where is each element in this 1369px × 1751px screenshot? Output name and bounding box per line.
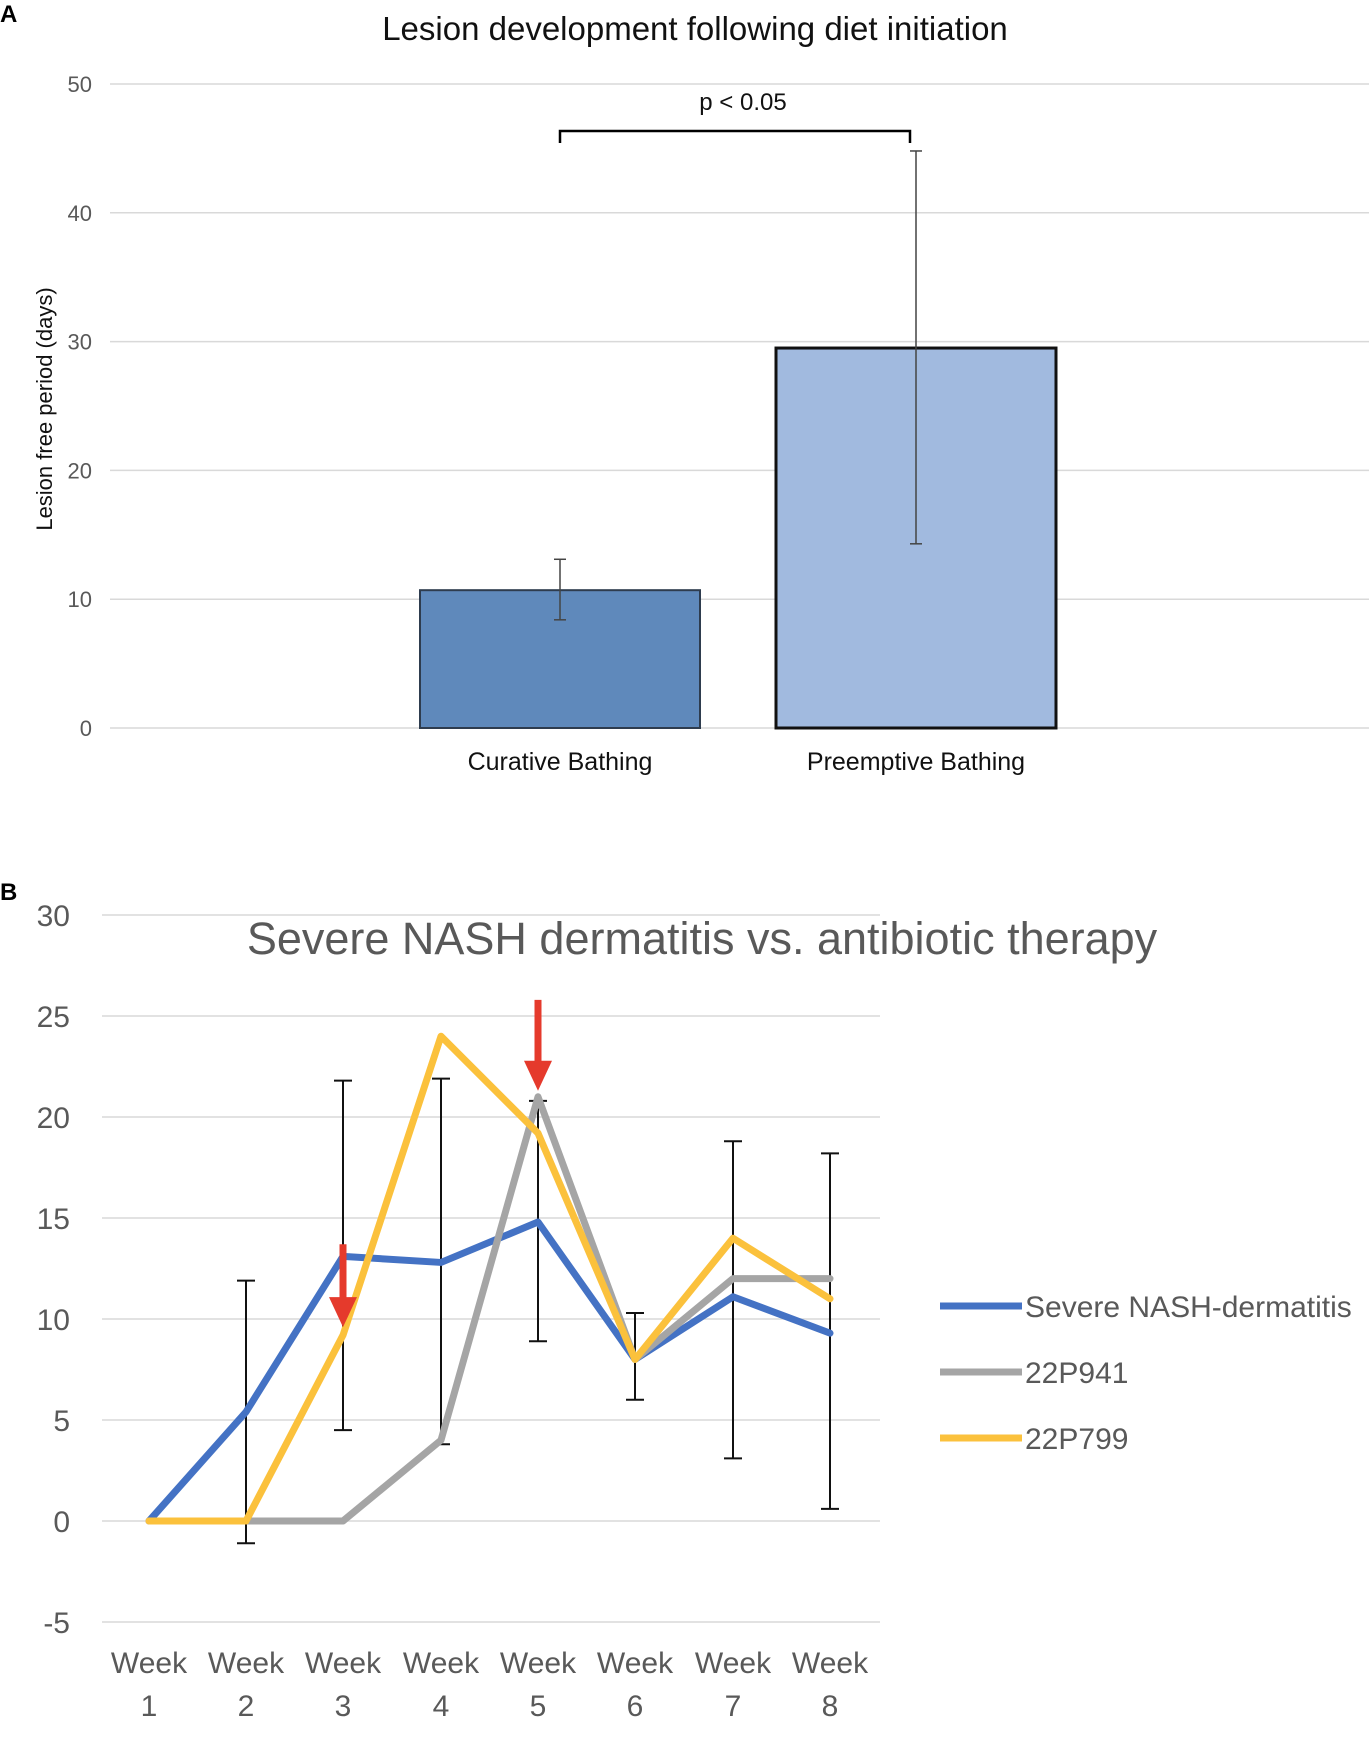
y-tick-label-10: 10 xyxy=(37,1304,70,1337)
chart-a-gridlines xyxy=(110,83,1369,729)
x-tick-label-1-line2: 1 xyxy=(141,1690,158,1723)
y-tick-label-10: 10 xyxy=(68,587,92,612)
series-line-1 xyxy=(145,1218,834,1525)
series-line-3 xyxy=(145,1032,834,1525)
chart-a-y-tick-labels: 0 10 20 30 40 50 xyxy=(68,72,92,741)
x-tick-label-4-line1: Week xyxy=(403,1647,480,1680)
panel-a-letter: A xyxy=(0,1,17,28)
significance-label: p < 0.05 xyxy=(699,89,786,116)
y-tick-label-5: 5 xyxy=(53,1405,70,1438)
y-tick-label-0: 0 xyxy=(80,716,92,741)
x-tick-label-8-line2: 8 xyxy=(822,1690,839,1723)
legend-label-2: 22P941 xyxy=(1025,1357,1128,1390)
y-tick-label-40: 40 xyxy=(68,201,92,226)
chart-b-series-lines xyxy=(145,1032,834,1525)
x-tick-label-1-line1: Week xyxy=(111,1647,188,1680)
x-tick-label-6-line2: 6 xyxy=(627,1690,644,1723)
x-tick-label-6-line1: Week xyxy=(597,1647,674,1680)
chart-a-error-bars xyxy=(554,150,922,621)
chart-b-legend: Severe NASH-dermatitis 22P941 22P799 xyxy=(940,1291,1352,1456)
x-tick-label-3-line1: Week xyxy=(305,1647,382,1680)
y-tick-label-25: 25 xyxy=(37,1001,70,1034)
legend-label-3: 22P799 xyxy=(1025,1423,1128,1456)
x-tick-label-5-line2: 5 xyxy=(530,1690,547,1723)
x-tick-label-1: Curative Bathing xyxy=(468,748,653,776)
chart-a-title: Lesion development following diet initia… xyxy=(382,10,1008,47)
legend-label-1: Severe NASH-dermatitis xyxy=(1025,1291,1352,1324)
arrow-1-head xyxy=(329,1297,357,1328)
chart-a-significance: p < 0.05 xyxy=(558,89,912,143)
chart-a-x-tick-labels: Curative Bathing Preemptive Bathing xyxy=(468,748,1026,776)
y-tick-label-30: 30 xyxy=(68,330,92,355)
y-tick-label--5: -5 xyxy=(43,1607,70,1640)
x-tick-label-7-line1: Week xyxy=(695,1647,772,1680)
significance-bracket xyxy=(558,129,912,143)
y-tick-label-20: 20 xyxy=(37,1102,70,1135)
y-tick-label-15: 15 xyxy=(37,1203,70,1236)
x-tick-label-4-line2: 4 xyxy=(433,1690,450,1723)
x-tick-label-8-line1: Week xyxy=(792,1647,869,1680)
y-tick-label-0: 0 xyxy=(53,1506,70,1539)
x-tick-label-2: Preemptive Bathing xyxy=(807,748,1025,776)
chart-b-error-bars xyxy=(237,1077,839,1545)
chart-b-title: Severe NASH dermatitis vs. antibiotic th… xyxy=(247,913,1158,964)
chart-b-x-tick-labels: Week 1 Week 2 Week 3 Week 4 Week 5 Week 6 Week 7 Week 8 xyxy=(111,1647,869,1723)
arrow-2-head xyxy=(524,1060,552,1091)
chart-b-arrows xyxy=(329,999,552,1328)
chart-a-ylabel: Lesion free period (days) xyxy=(32,287,57,530)
y-tick-label-20: 20 xyxy=(68,458,92,483)
panel-b: B Severe NASH dermatitis vs. antibiotic … xyxy=(0,879,1352,1723)
x-tick-label-3-line2: 3 xyxy=(335,1690,352,1723)
panel-a: A Lesion development following diet init… xyxy=(0,1,1369,776)
x-tick-label-7-line2: 7 xyxy=(725,1690,742,1723)
y-tick-label-30: 30 xyxy=(37,900,70,933)
series-line-2 xyxy=(145,1093,834,1525)
x-tick-label-2-line1: Week xyxy=(208,1647,285,1680)
x-tick-label-2-line2: 2 xyxy=(238,1690,255,1723)
y-tick-label-50: 50 xyxy=(68,72,92,97)
panel-b-letter: B xyxy=(0,879,17,906)
x-tick-label-5-line1: Week xyxy=(500,1647,577,1680)
chart-a-bars xyxy=(419,346,1058,730)
chart-b-y-tick-labels: -5 0 5 10 15 20 25 30 xyxy=(37,900,70,1640)
